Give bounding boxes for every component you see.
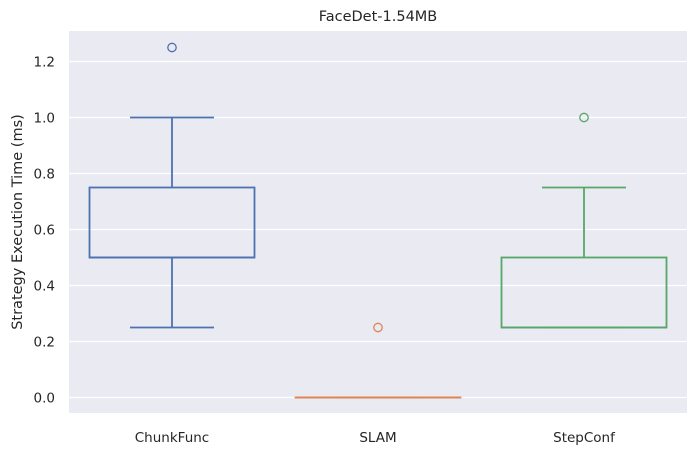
y-tick-label: 1.0 [34,111,55,127]
chart-title: FaceDet-1.54MB [319,9,438,25]
outlier-point [373,322,383,333]
box-series [88,42,668,399]
y-axis-label: Strategy Execution Time (ms) [10,114,26,330]
x-tick-label: StepConf [553,430,616,446]
x-tick-label: ChunkFunc [135,430,209,446]
plot-area [69,31,687,413]
y-axis-ticks: 0.0 0.2 0.4 0.6 0.8 1.0 1.2 [34,55,55,407]
outlier-point [579,112,589,123]
y-tick-label: 0.8 [34,167,55,183]
box-stepconf [500,112,668,329]
box-chunkfunc [88,42,256,329]
x-axis-ticks: ChunkFunc SLAM StepConf [135,430,616,446]
outlier-point [167,42,177,53]
x-tick-label: SLAM [359,430,396,446]
y-tick-label: 0.0 [34,391,55,407]
y-tick-label: 0.4 [34,279,55,295]
y-tick-label: 1.2 [34,55,55,71]
y-tick-label: 0.2 [34,335,55,351]
y-tick-label: 0.6 [34,223,55,239]
box-slam [294,322,462,399]
